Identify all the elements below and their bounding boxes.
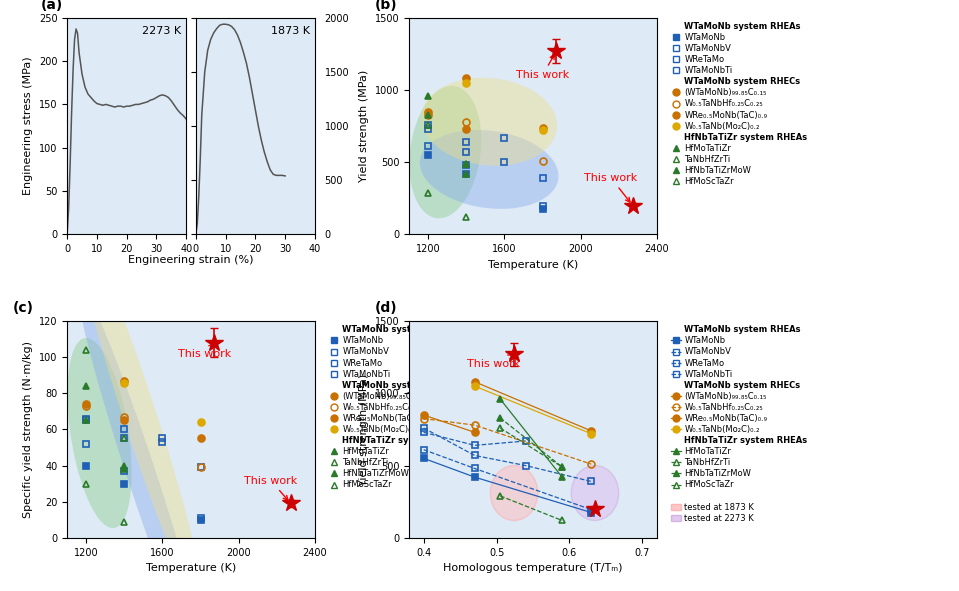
Ellipse shape	[572, 466, 619, 521]
Y-axis label: Yield strength (MPa): Yield strength (MPa)	[360, 374, 369, 486]
Text: (c): (c)	[12, 301, 34, 316]
Legend: WTaMoNb system RHEAs, WTaMoNb, WTaMoNbV, WReTaMo, WTaMoNbTi, WTaMoNb system RHEC: WTaMoNb system RHEAs, WTaMoNb, WTaMoNbV,…	[671, 325, 807, 522]
Text: This work: This work	[584, 173, 638, 202]
Text: This work: This work	[177, 344, 231, 359]
Legend: WTaMoNb system RHEAs, WTaMoNb, WTaMoNbV, WReTaMo, WTaMoNbTi, WTaMoNb system RHEC: WTaMoNb system RHEAs, WTaMoNb, WTaMoNbV,…	[671, 22, 807, 186]
Y-axis label: Engineering stress (MPa): Engineering stress (MPa)	[23, 57, 34, 196]
Text: This work: This work	[467, 355, 521, 369]
Ellipse shape	[420, 130, 558, 209]
Ellipse shape	[490, 466, 538, 521]
Text: 1873 K: 1873 K	[271, 27, 310, 37]
Ellipse shape	[67, 338, 131, 528]
Y-axis label: Specific yield strength (N·m/kg): Specific yield strength (N·m/kg)	[23, 341, 34, 518]
Ellipse shape	[76, 224, 203, 591]
Text: This work: This work	[245, 476, 297, 500]
Ellipse shape	[409, 86, 481, 218]
Text: Engineering strain (%): Engineering strain (%)	[129, 255, 254, 265]
Ellipse shape	[78, 285, 205, 591]
Text: This work: This work	[516, 55, 569, 80]
Text: (d): (d)	[374, 301, 397, 316]
X-axis label: Homologous temperature (T/Tₘ): Homologous temperature (T/Tₘ)	[443, 563, 622, 573]
Ellipse shape	[421, 78, 557, 165]
Y-axis label: Yield strength (MPa): Yield strength (MPa)	[360, 70, 369, 182]
Legend: WTaMoNb system RHEAs, WTaMoNb, WTaMoNbV, WReTaMo, WTaMoNbTi, WTaMoNb system RHEC: WTaMoNb system RHEAs, WTaMoNb, WTaMoNbV,…	[329, 325, 465, 489]
Text: 2273 K: 2273 K	[142, 27, 181, 37]
X-axis label: Temperature (K): Temperature (K)	[488, 259, 578, 269]
X-axis label: Temperature (K): Temperature (K)	[146, 563, 236, 573]
Text: (b): (b)	[374, 0, 397, 12]
Text: (a): (a)	[41, 0, 63, 12]
